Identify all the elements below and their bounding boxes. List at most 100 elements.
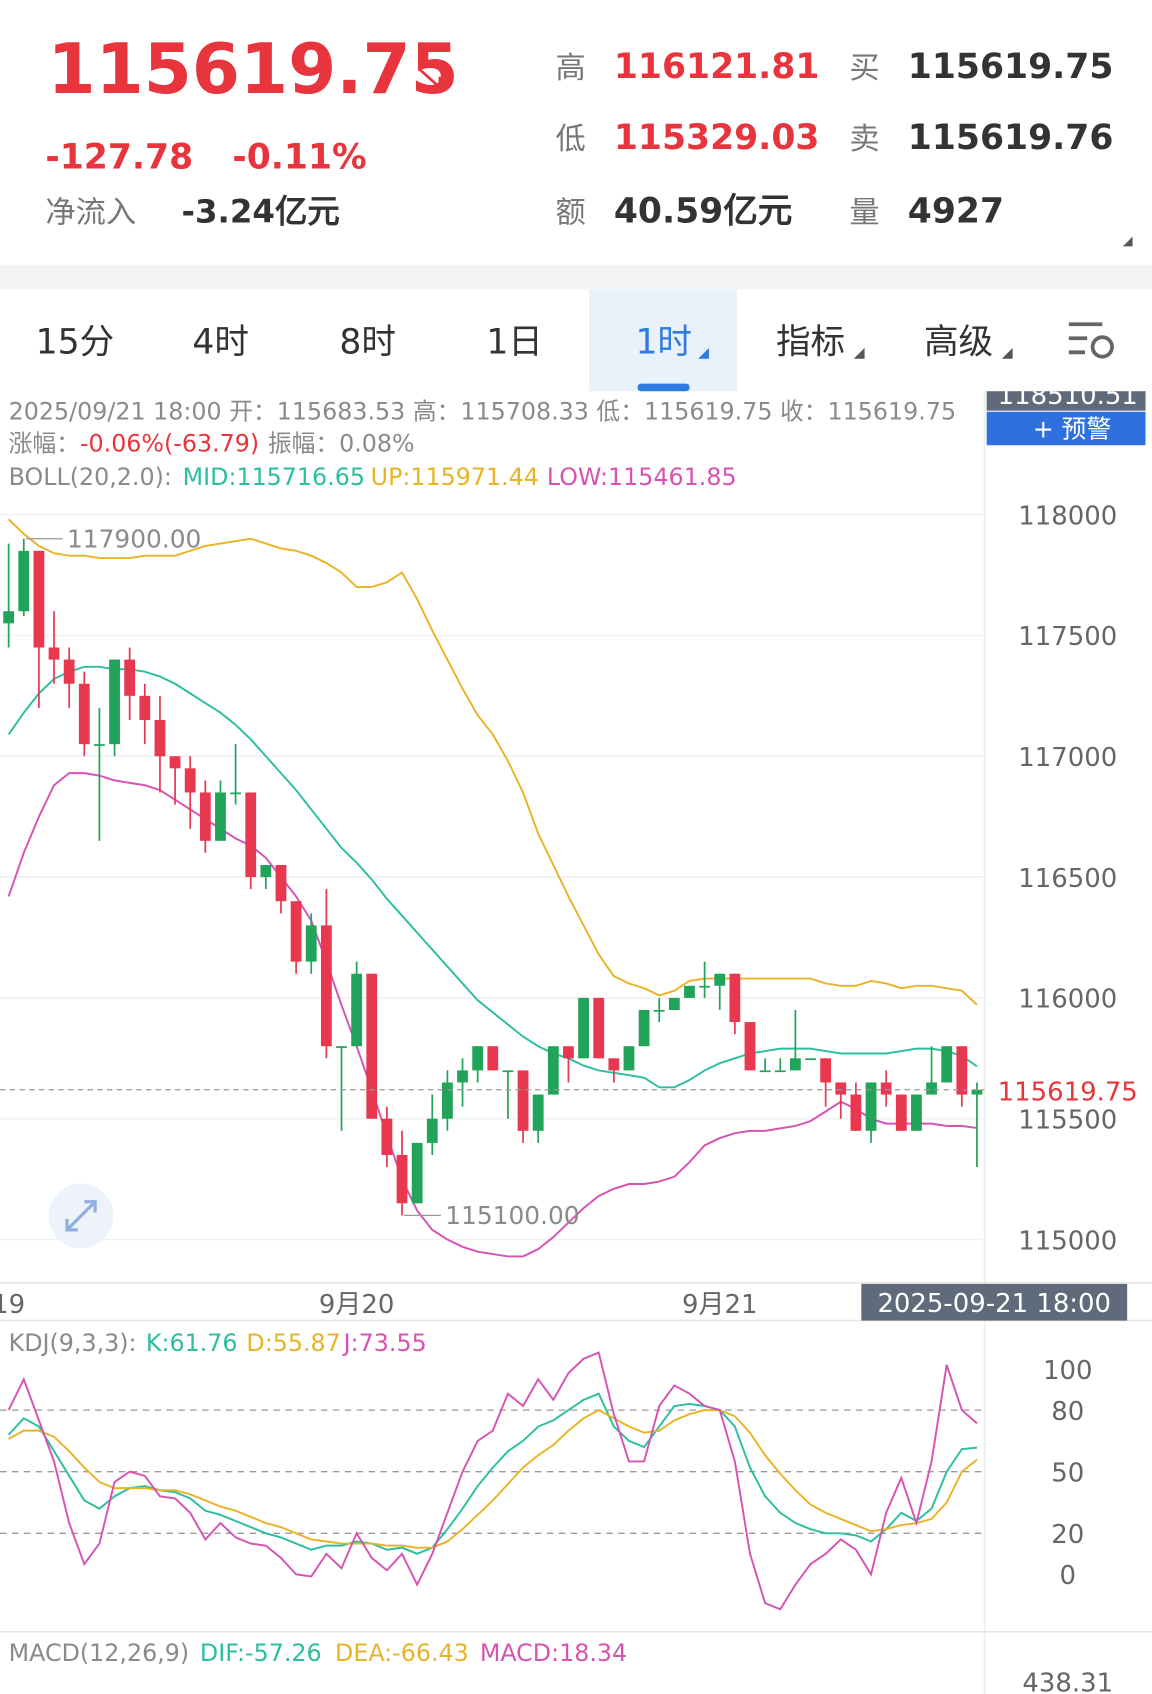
tab[interactable]: 8时 bbox=[339, 322, 396, 362]
candle-body bbox=[623, 1046, 635, 1071]
legend-entry: MID:115716.65 bbox=[183, 463, 365, 491]
kdj-title: KDJ(9,3,3): bbox=[9, 1329, 137, 1357]
candle-body bbox=[956, 1046, 968, 1095]
candle-body bbox=[668, 997, 680, 1010]
annotation: 115100.00 bbox=[445, 1201, 579, 1230]
alert-button[interactable]: + 预警 bbox=[1033, 415, 1111, 444]
y-tick-label: 116000 bbox=[1018, 985, 1117, 1015]
y-tick-label: 50 bbox=[1051, 1458, 1084, 1488]
crosshair-time: 2025-09-21 18:00 bbox=[877, 1289, 1111, 1319]
legend-entry: UP:115971.44 bbox=[371, 463, 539, 491]
candle-body bbox=[154, 719, 166, 757]
candle-body bbox=[820, 1058, 832, 1083]
macd-dea: DEA:-66.43 bbox=[335, 1639, 469, 1667]
separator bbox=[0, 264, 1152, 290]
stat-value: 115619.76 bbox=[908, 118, 1114, 158]
macd-axis-top: 438.31 bbox=[1022, 1668, 1113, 1694]
last-price-label: 115619.75 bbox=[998, 1078, 1138, 1108]
candle-body bbox=[336, 1046, 347, 1048]
net-inflow-label: 净流入 bbox=[45, 196, 136, 231]
legend-entry: J:73.55 bbox=[342, 1329, 427, 1357]
candle-body bbox=[472, 1046, 484, 1071]
candle-body bbox=[18, 550, 30, 612]
candle-body bbox=[684, 985, 695, 998]
candle-body bbox=[578, 997, 589, 1059]
candle-body bbox=[547, 1046, 559, 1095]
tab[interactable]: 指标 bbox=[776, 322, 845, 362]
x-tick-label: 9月21 bbox=[682, 1290, 757, 1320]
info-change: -0.06%(-63.79) bbox=[80, 430, 259, 458]
y-tick-label: 100 bbox=[1043, 1356, 1092, 1386]
candle-body bbox=[895, 1094, 907, 1131]
candle-body bbox=[366, 973, 378, 1119]
top-layer: 115619.75 -127.78 -0.11% 净流入 -3.24亿元 高 1… bbox=[0, 0, 1152, 392]
candle-body bbox=[457, 1070, 468, 1083]
indicator-line bbox=[7, 1392, 978, 1555]
candle-body bbox=[3, 611, 15, 624]
tab-underline bbox=[637, 383, 690, 392]
candle-body bbox=[260, 864, 272, 878]
candle-body bbox=[880, 1082, 892, 1095]
candle-body bbox=[744, 1022, 756, 1071]
indicator-line bbox=[7, 1351, 978, 1611]
candle-body bbox=[850, 1094, 862, 1131]
candle-body bbox=[926, 1082, 937, 1095]
info-line: 2025/09/21 18:00 开：115683.53 高：115708.33… bbox=[9, 397, 956, 425]
change: -127.78 bbox=[45, 138, 193, 178]
alert-button-bg[interactable] bbox=[986, 411, 1146, 446]
boll-line bbox=[7, 518, 978, 1006]
candle-body bbox=[941, 1046, 953, 1083]
stat-label: 低 bbox=[555, 122, 585, 157]
macd-title: MACD(12,26,9) bbox=[9, 1639, 190, 1667]
info-line: 涨幅：-0.06%(-63.79) 振幅：0.08% bbox=[9, 430, 415, 458]
candle-body bbox=[638, 1009, 650, 1047]
candle-body bbox=[835, 1082, 847, 1095]
stat-value: 115329.03 bbox=[614, 118, 820, 158]
overlay-layer: 2025/09/21 18:00 开：115683.53 高：115708.33… bbox=[9, 397, 1146, 1694]
legend-entry: K:61.76 bbox=[146, 1329, 238, 1357]
net-inflow: -3.24亿元 bbox=[182, 193, 340, 231]
tab-bar bbox=[0, 289, 1152, 392]
stat-value: 116121.81 bbox=[614, 47, 820, 87]
boll-line bbox=[7, 665, 978, 1089]
indicator-line bbox=[8, 1408, 978, 1549]
x-tick-label: 19 bbox=[0, 1290, 25, 1320]
candle-body bbox=[563, 1046, 574, 1059]
candle-body bbox=[396, 1154, 408, 1204]
candle-body bbox=[94, 744, 105, 746]
y-tick-label: 0 bbox=[1059, 1561, 1076, 1591]
last-price: 115619.75 bbox=[48, 30, 459, 110]
tab-selected-bg bbox=[588, 289, 738, 392]
candle-body bbox=[426, 1118, 438, 1143]
expand-icon[interactable] bbox=[48, 1183, 114, 1249]
candle-body bbox=[502, 1070, 514, 1073]
candle-body bbox=[487, 1046, 499, 1071]
y-tick-label: 116500 bbox=[1018, 864, 1117, 894]
tab[interactable]: 4时 bbox=[192, 322, 249, 362]
tab[interactable]: 15分 bbox=[36, 322, 115, 362]
boll-line bbox=[7, 772, 978, 1258]
candle-body bbox=[139, 695, 151, 720]
header-bg bbox=[0, 0, 1152, 265]
tab[interactable]: 1日 bbox=[486, 322, 543, 362]
candle-body bbox=[608, 1058, 620, 1071]
candle-body bbox=[517, 1070, 529, 1131]
tab-active[interactable]: 1时 bbox=[635, 322, 692, 362]
legend-entry: LOW:115461.85 bbox=[547, 463, 737, 491]
candle-body bbox=[699, 985, 711, 988]
change-pct: -0.11% bbox=[232, 138, 366, 178]
settings-icon[interactable] bbox=[1068, 322, 1114, 359]
y-tick-label: 118000 bbox=[1018, 501, 1117, 531]
info-amplitude: 振幅：0.08% bbox=[268, 430, 415, 458]
y-tick-label: 115500 bbox=[1018, 1105, 1117, 1135]
tab-triangle bbox=[698, 347, 709, 359]
y-tick-label: 117500 bbox=[1018, 622, 1117, 652]
candle-body bbox=[911, 1094, 922, 1131]
tab[interactable]: 高级 bbox=[924, 322, 993, 362]
x-tick-label: 9月20 bbox=[319, 1290, 394, 1320]
candle-body bbox=[48, 647, 60, 660]
candle-body bbox=[320, 925, 332, 1047]
stat-label: 量 bbox=[849, 196, 879, 231]
down-arrow bbox=[418, 68, 442, 88]
candle-body bbox=[805, 1058, 816, 1061]
